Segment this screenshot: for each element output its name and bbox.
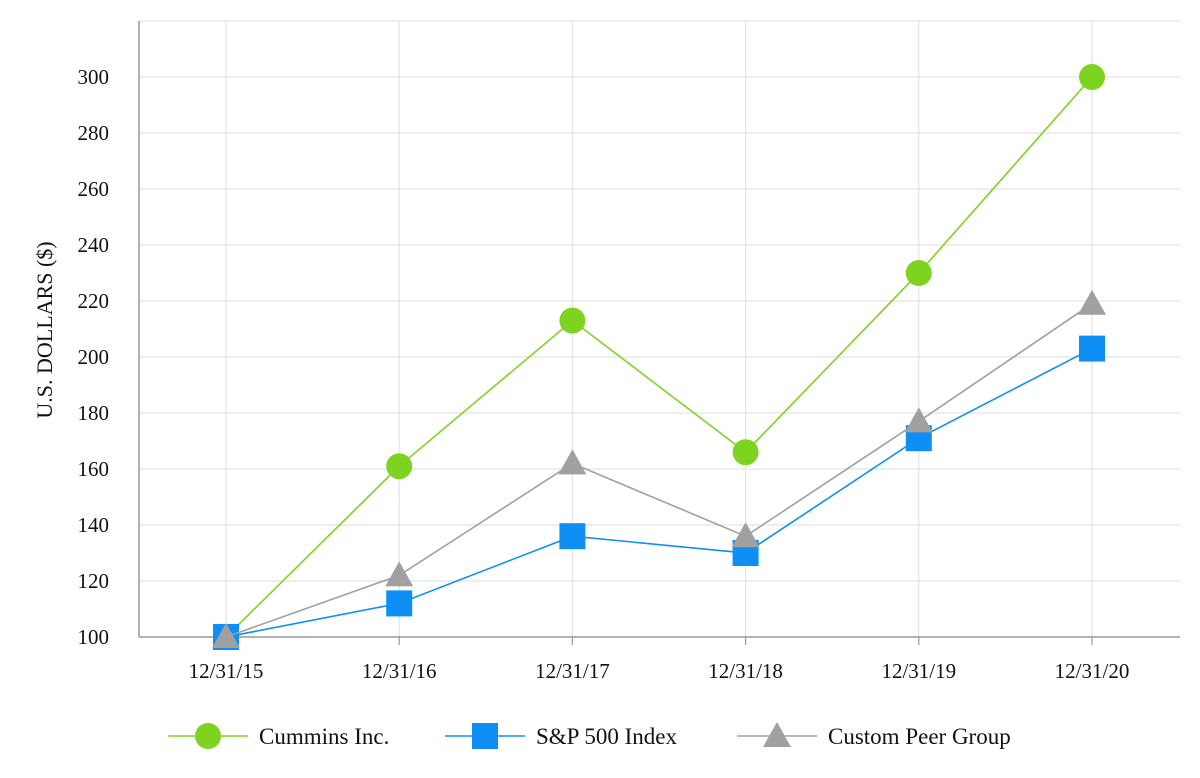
data-point-circle [732,439,759,466]
data-point-square [1079,335,1105,362]
y-tick-label: 240 [78,233,110,257]
x-tick-label: 12/31/19 [881,659,956,683]
y-tick-label: 280 [78,121,110,145]
data-point-square [559,523,586,550]
y-tick-label: 160 [78,457,110,481]
data-point-triangle [212,623,240,648]
x-tick-label: 12/31/20 [1055,659,1130,683]
series-line [225,347,1093,638]
series-square [213,335,1105,650]
x-tick-label: 12/31/16 [362,659,437,683]
series-line [225,303,1093,638]
legend-marker-triangle [763,722,791,747]
data-point-square [386,590,413,617]
legend-label: Custom Peer Group [828,724,1011,749]
y-tick-label: 300 [78,65,110,89]
series [212,64,1106,650]
legend-item: Custom Peer Group [737,722,1011,749]
series-line [225,76,1093,638]
legend-label: S&P 500 Index [536,724,677,749]
legend-marker-square [472,723,498,749]
data-point-triangle [1078,289,1106,315]
y-tick-label: 140 [78,513,110,537]
data-point-triangle [558,449,587,475]
axes: U.S. DOLLARS ($) 100 120 140 160 180 200 220 24… [32,21,1180,683]
data-point-triangle [385,561,414,587]
data-point-circle [386,453,413,480]
x-tick-label: 12/31/18 [708,659,783,683]
data-point-triangle [904,407,933,433]
y-tick-label: 200 [78,345,110,369]
legend-marker-circle [195,723,221,749]
data-point-circle [905,260,932,286]
y-tick-label: 180 [78,401,110,425]
data-point-circle [1079,64,1105,90]
legend: Cummins Inc. S&P 500 Index Custom Peer Gro… [168,722,1011,749]
series-triangle [212,289,1106,648]
legend-item: Cummins Inc. [168,723,389,749]
y-axis-title: U.S. DOLLARS ($) [32,241,57,418]
y-tick-label: 260 [78,177,110,201]
x-tick-label: 12/31/15 [189,659,264,683]
legend-label: Cummins Inc. [259,724,389,749]
legend-item: S&P 500 Index [445,723,677,749]
x-tick-label: 12/31/17 [535,659,610,683]
y-tick-label: 220 [78,289,110,313]
data-point-circle [559,307,586,334]
y-tick-label: 100 [78,625,110,649]
y-tick-label: 120 [78,569,110,593]
data-point-triangle [731,522,760,548]
